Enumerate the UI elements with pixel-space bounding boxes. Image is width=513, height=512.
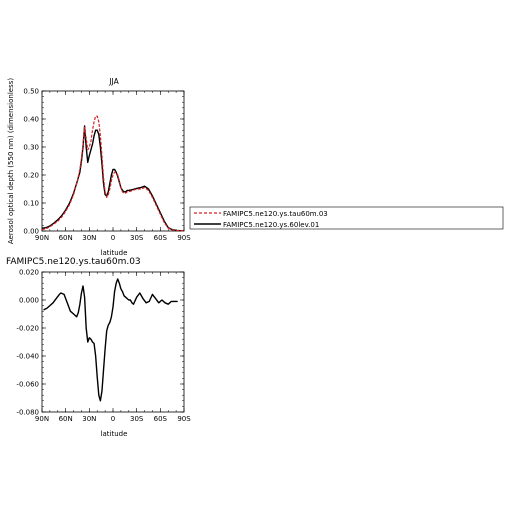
y-tick-label: 0.50 <box>23 88 39 96</box>
x-tick-label: 60S <box>154 415 168 423</box>
series-line-1 <box>41 115 184 232</box>
x-tick-label: 90S <box>177 234 191 242</box>
aod-chart: JJA Aerosol optical depth (550 nm) (dime… <box>7 77 191 257</box>
x-tick-label: 30S <box>130 234 144 242</box>
y-tick-label: -0.080 <box>16 409 39 417</box>
y-tick-label: 0.000 <box>19 297 39 305</box>
x-tick-label: 30N <box>82 415 96 423</box>
y-tick-label: 0.020 <box>19 269 39 277</box>
y-tick-label: 0.40 <box>23 116 39 124</box>
chart2-plot-frame <box>41 271 185 413</box>
series-line-2 <box>41 125 184 232</box>
x-tick-label: 30S <box>130 415 144 423</box>
chart1-y-axis-label: Aerosol optical depth (550 nm) (dimensio… <box>7 78 15 244</box>
y-tick-label: 0.30 <box>23 144 39 152</box>
x-tick-label: 0 <box>111 234 115 242</box>
chart2-x-axis-label: latitude <box>101 430 128 438</box>
chart1-title: JJA <box>108 77 119 86</box>
x-tick-label: 60N <box>59 234 73 242</box>
y-tick-label: -0.040 <box>16 353 39 361</box>
legend-box <box>189 206 504 230</box>
legend: FAMIPC5.ne120.ys.tau60m.03 FAMIPC5.ne120… <box>189 206 504 230</box>
y-tick-label: -0.020 <box>16 325 39 333</box>
y-tick-label: 0.10 <box>23 200 39 208</box>
series-line-1 <box>43 278 178 402</box>
difference-chart: FAMIPC5.ne120.ys.tau60m.03 latitude 90N 6… <box>6 257 191 438</box>
y-tick-label: 0.20 <box>23 172 39 180</box>
chart1-plot-frame <box>41 90 185 232</box>
x-tick-label: 90N <box>35 234 49 242</box>
legend-label-series-1: FAMIPC5.ne120.ys.tau60m.03 <box>223 210 328 218</box>
y-tick-label: -0.060 <box>16 381 39 389</box>
x-tick-label: 30N <box>82 234 96 242</box>
x-tick-label: 90S <box>177 415 191 423</box>
x-tick-label: 60S <box>154 234 168 242</box>
y-tick-label: 0.00 <box>23 228 39 236</box>
chart1-x-axis-label: latitude <box>101 249 128 257</box>
x-tick-label: 90N <box>35 415 49 423</box>
x-tick-label: 0 <box>111 415 115 423</box>
chart2-title: FAMIPC5.ne120.ys.tau60m.03 <box>6 257 141 267</box>
x-tick-label: 60N <box>59 415 73 423</box>
legend-label-series-2: FAMIPC5.ne120.ys.60lev.01 <box>223 221 319 229</box>
